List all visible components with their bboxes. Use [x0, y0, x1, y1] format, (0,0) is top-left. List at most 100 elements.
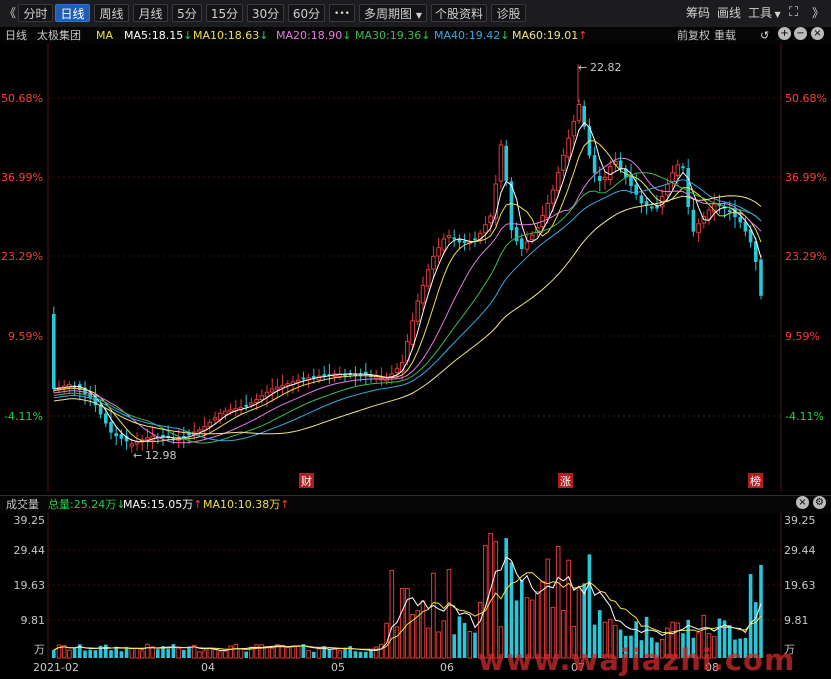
candle [285, 383, 291, 387]
ma-line-ma30 [53, 172, 762, 444]
volume-bar [259, 644, 265, 659]
volume-chart-panel[interactable]: 39.25 29.44 19.63 9.81 万 39.25 29.44 19.… [0, 513, 831, 661]
candle [343, 373, 347, 376]
settings-icon[interactable]: ⚙ [813, 496, 826, 509]
volume-bar [477, 601, 483, 659]
overlay-button[interactable]: 重载 [714, 29, 736, 42]
candle [264, 391, 270, 398]
volume-bar [675, 622, 681, 659]
chevron-down-icon: ▼ [415, 11, 422, 20]
limit-up-marker[interactable] [558, 473, 573, 488]
tab-5min[interactable]: 5分 [172, 4, 202, 22]
candle [72, 385, 77, 388]
collapse-icon[interactable]: 》 [812, 6, 825, 20]
volume-bar [290, 645, 296, 659]
candle [98, 405, 103, 415]
volume-bar [249, 646, 254, 659]
zoom-in-icon[interactable]: + [778, 27, 791, 40]
price-chart-panel[interactable]: 50.68% 36.99% 23.29% 9.59% -4.11% 50.68%… [0, 44, 831, 492]
draw-line-button[interactable]: 画线 [717, 6, 742, 20]
volume-bar [733, 639, 737, 658]
more-icon[interactable]: ••• [329, 4, 355, 22]
tab-intraday[interactable]: 分时 [18, 4, 53, 22]
volume-bar [754, 602, 758, 658]
volume-bar [582, 583, 586, 658]
candle [161, 435, 165, 438]
close-icon[interactable]: × [811, 27, 824, 40]
indicator-name[interactable]: MA [96, 29, 114, 42]
price-axis-label-left: 50.68% [1, 92, 43, 105]
candle [129, 443, 135, 447]
ma-line-ma10 [53, 140, 762, 443]
volume-unit-right: 万 [784, 643, 795, 656]
tab-weekly[interactable]: 周线 [94, 4, 129, 22]
volume-axis-label-right: 39.25 [784, 514, 816, 527]
volume-bar [576, 587, 582, 659]
back-icon[interactable]: 《 [4, 6, 17, 20]
chip-button[interactable]: 筹码 [686, 6, 711, 20]
candle [249, 402, 254, 406]
tab-monthly[interactable]: 月线 [133, 4, 168, 22]
candle [592, 155, 597, 174]
diagnose-button[interactable]: 诊股 [491, 4, 526, 22]
candle [670, 172, 675, 182]
multi-period-dropdown[interactable]: 多周期图 ▼ [359, 4, 427, 22]
price-axis-label-right: 36.99% [785, 171, 827, 184]
volume-ma5-value: MA5:15.05万 [123, 498, 194, 511]
close-icon[interactable]: × [796, 496, 809, 509]
candle [618, 160, 623, 170]
tab-15min[interactable]: 15分 [206, 4, 243, 22]
price-axis-label-left: -4.11% [4, 410, 43, 423]
earnings-marker[interactable] [299, 473, 314, 488]
volume-bar [52, 650, 56, 658]
candle [134, 441, 140, 445]
dragon-tiger-marker[interactable] [748, 473, 763, 488]
stock-info-button[interactable]: 个股资料 [431, 4, 487, 22]
volume-bar [644, 616, 649, 658]
volume-bar [722, 620, 727, 658]
volume-bar [238, 648, 244, 659]
high-price-annotation: 22.82 [590, 61, 622, 74]
earnings-marker-label: 财 [301, 474, 312, 488]
volume-bar [254, 644, 259, 659]
candle [441, 238, 447, 251]
candle [706, 209, 712, 220]
candle [576, 104, 582, 122]
volume-bar [61, 645, 67, 659]
volume-ma5: MA5:15.05万↑ [123, 496, 202, 514]
low-marker-arrow: ← [133, 449, 142, 462]
volume-bar [358, 651, 363, 658]
tab-60min[interactable]: 60分 [288, 4, 325, 22]
volume-chart[interactable]: 39.25 29.44 19.63 9.81 万 39.25 29.44 19.… [0, 513, 831, 661]
volume-bar [306, 650, 311, 659]
tab-30min[interactable]: 30分 [247, 4, 284, 22]
volume-axis-label-left: 9.81 [21, 614, 46, 627]
volume-bar [691, 637, 696, 658]
volume-bar [457, 616, 462, 658]
candle [322, 374, 326, 377]
candle [607, 166, 613, 181]
volume-bar [431, 572, 436, 659]
candle [629, 174, 633, 186]
volume-bar [555, 545, 561, 659]
tools-dropdown[interactable]: 工具 ▼ [748, 4, 781, 22]
volume-bar [197, 651, 202, 659]
candlestick-chart[interactable]: 50.68% 36.99% 23.29% 9.59% -4.11% 50.68%… [0, 44, 831, 492]
multi-period-label: 多周期图 [364, 7, 413, 21]
candle [394, 368, 400, 374]
zoom-out-icon[interactable]: − [794, 27, 807, 40]
dragon-tiger-marker-label: 榜 [750, 474, 761, 488]
fullscreen-icon[interactable]: ⛶ [789, 5, 799, 20]
candle [488, 215, 493, 224]
volume-axis-label-right: 29.44 [784, 544, 816, 557]
tab-daily[interactable]: 日线 [55, 4, 90, 22]
volume-bar [452, 634, 456, 658]
price-axis-label-left: 36.99% [1, 171, 43, 184]
candle [182, 436, 186, 439]
adjust-button[interactable]: 前复权 [677, 29, 710, 42]
undo-icon[interactable]: ↺ [760, 29, 770, 42]
volume-bar [659, 638, 665, 659]
candle [446, 234, 452, 238]
volume-bar [665, 627, 670, 659]
candle [280, 384, 285, 388]
